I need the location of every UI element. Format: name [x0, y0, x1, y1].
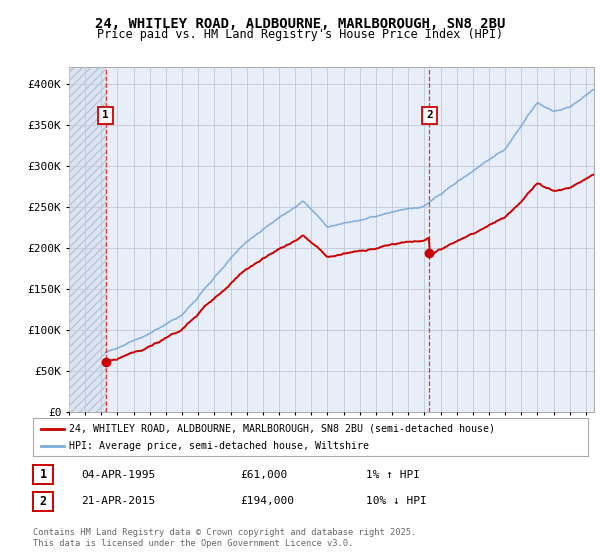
Text: 04-APR-1995: 04-APR-1995	[81, 470, 155, 480]
Text: £61,000: £61,000	[240, 470, 287, 480]
Text: HPI: Average price, semi-detached house, Wiltshire: HPI: Average price, semi-detached house,…	[69, 441, 369, 451]
Text: 1: 1	[40, 468, 47, 482]
Text: 21-APR-2015: 21-APR-2015	[81, 496, 155, 506]
Text: Contains HM Land Registry data © Crown copyright and database right 2025.
This d: Contains HM Land Registry data © Crown c…	[33, 528, 416, 548]
Text: 2: 2	[426, 110, 433, 120]
Text: 24, WHITLEY ROAD, ALDBOURNE, MARLBOROUGH, SN8 2BU (semi-detached house): 24, WHITLEY ROAD, ALDBOURNE, MARLBOROUGH…	[69, 423, 495, 433]
Text: Price paid vs. HM Land Registry's House Price Index (HPI): Price paid vs. HM Land Registry's House …	[97, 28, 503, 41]
Text: £194,000: £194,000	[240, 496, 294, 506]
Text: 1: 1	[102, 110, 109, 120]
Text: 10% ↓ HPI: 10% ↓ HPI	[366, 496, 427, 506]
Bar	[69, 67, 106, 412]
Text: 1% ↑ HPI: 1% ↑ HPI	[366, 470, 420, 480]
Text: 2: 2	[40, 494, 47, 508]
Text: 24, WHITLEY ROAD, ALDBOURNE, MARLBOROUGH, SN8 2BU: 24, WHITLEY ROAD, ALDBOURNE, MARLBOROUGH…	[95, 17, 505, 31]
